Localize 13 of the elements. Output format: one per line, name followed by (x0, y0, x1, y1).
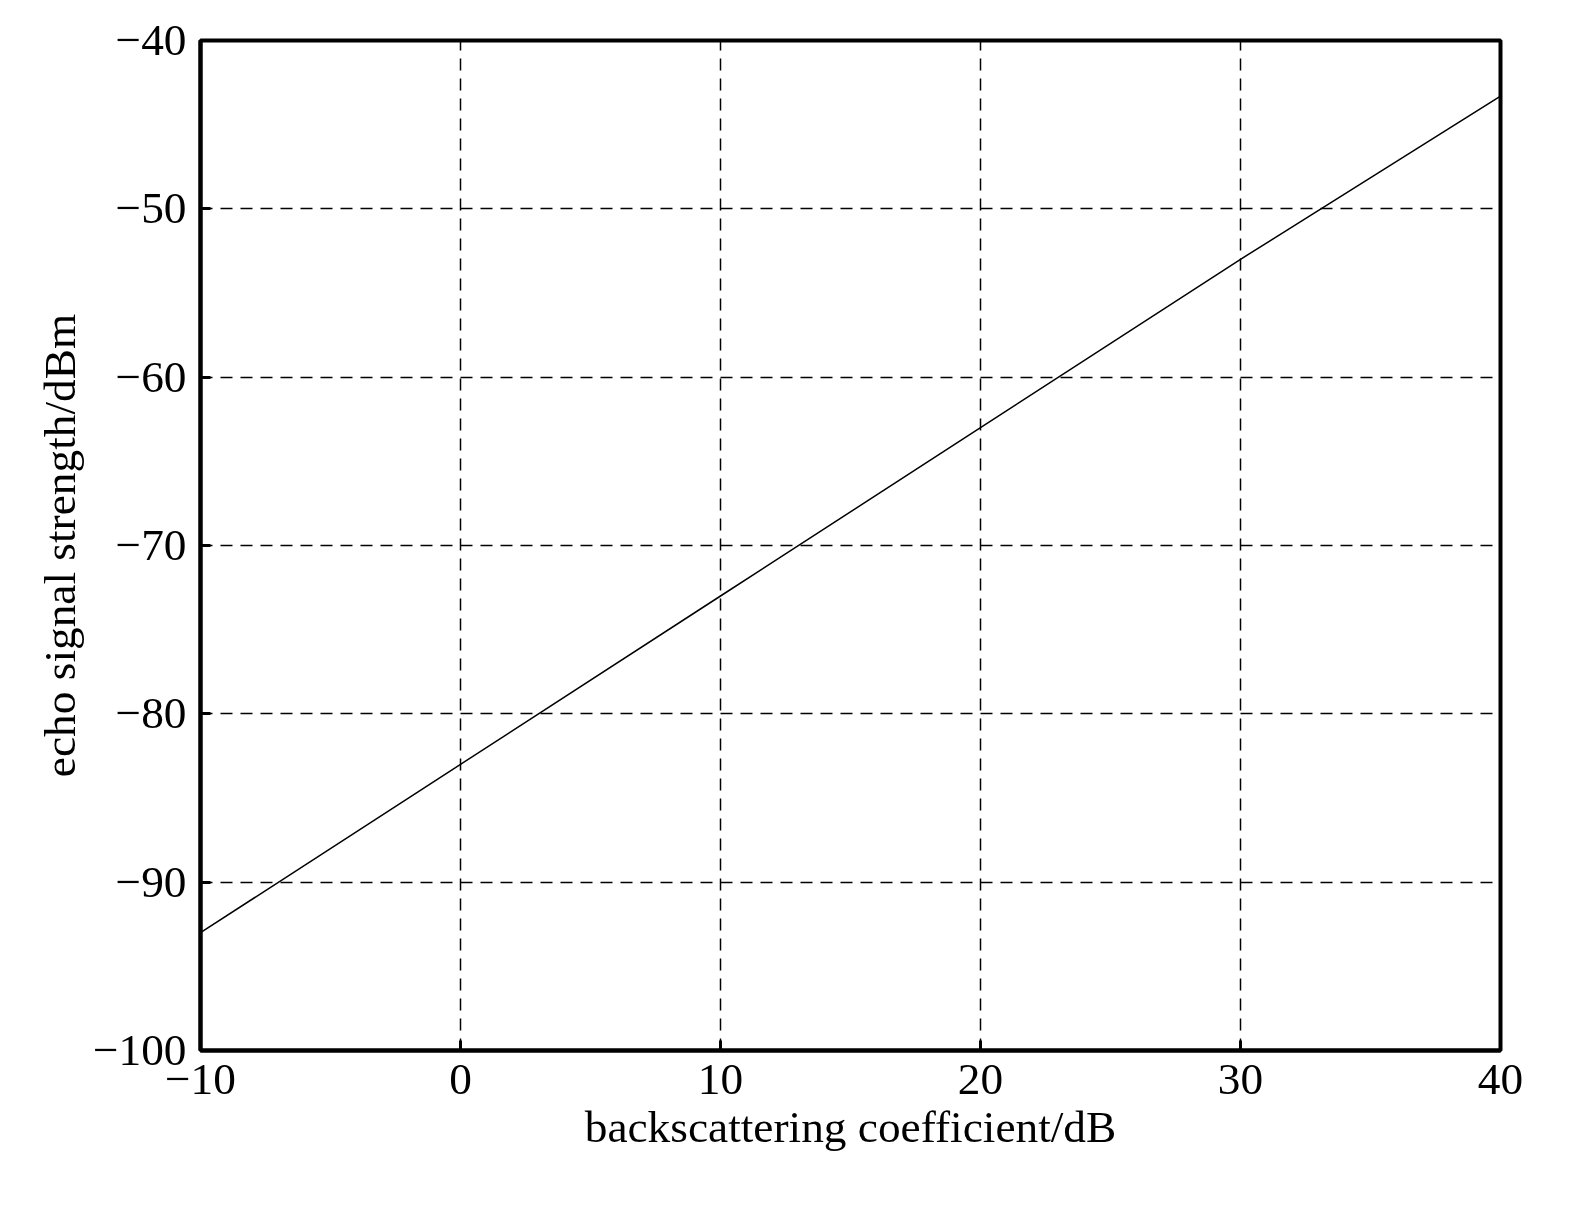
y-axis-title: echo signal strength/dBm (34, 313, 85, 778)
y-tick-label: −80 (115, 688, 187, 739)
x-tick-label: 20 (957, 1053, 1004, 1104)
y-tick-label: −70 (115, 520, 187, 570)
y-tick-label: −60 (115, 351, 187, 402)
x-tick-label: 0 (449, 1053, 472, 1104)
x-tick-label: 30 (1217, 1053, 1264, 1104)
x-tick-label: 10 (697, 1053, 744, 1104)
x-axis-title: backscattering coefficient/dB (584, 1101, 1117, 1152)
y-tick-label: −40 (115, 15, 187, 65)
x-tick-label: 40 (1477, 1053, 1524, 1104)
y-tick-label: −50 (115, 183, 187, 234)
y-tick-label: −90 (115, 856, 187, 907)
